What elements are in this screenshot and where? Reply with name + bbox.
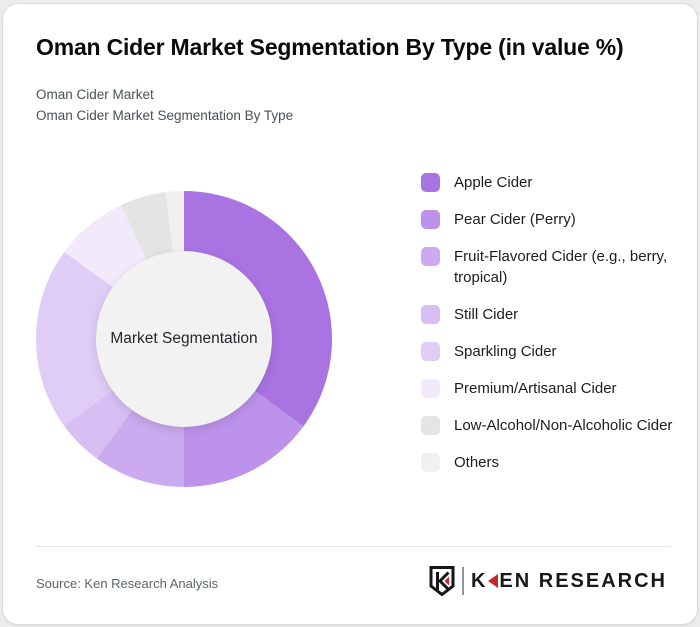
legend-label: Others	[454, 454, 500, 471]
donut-center: Market Segmentation	[96, 251, 272, 427]
legend-swatch-icon	[421, 453, 440, 472]
logo-rest: EN RESEARCH	[499, 569, 667, 592]
legend-label: Sparkling Cider	[454, 343, 557, 360]
red-triangle-icon	[488, 574, 499, 588]
infographic-card: Oman Cider Market Segmentation By Type (…	[2, 3, 698, 625]
chart-legend: Apple Cider Pear Cider (Perry) Fruit-Flavo…	[421, 172, 675, 473]
legend-item: Fruit-Flavored Cider (e.g., berry, tropi…	[421, 246, 675, 288]
legend-swatch-icon	[421, 210, 440, 229]
legend-swatch-icon	[421, 173, 440, 192]
legend-item: Sparkling Cider	[421, 341, 675, 362]
subtitle-line-2: Oman Cider Market Segmentation By Type	[36, 108, 294, 123]
legend-swatch-icon	[421, 342, 440, 361]
legend-label: Premium/Artisanal Cider	[454, 380, 617, 397]
legend-item: Low-Alcohol/Non-Alcoholic Cider	[421, 415, 675, 436]
logo-letter-k: K	[470, 569, 488, 592]
ken-research-logo: K EN RESEARCH	[429, 566, 667, 596]
legend-label: Still Cider	[454, 306, 519, 323]
legend-item: Still Cider	[421, 304, 675, 325]
legend-item: Others	[421, 452, 675, 473]
subtitle-line-1: Oman Cider Market	[36, 87, 154, 102]
legend-item: Premium/Artisanal Cider	[421, 378, 675, 399]
ken-research-shield-icon	[429, 566, 455, 596]
legend-swatch-icon	[421, 379, 440, 398]
page-title: Oman Cider Market Segmentation By Type (…	[36, 34, 624, 60]
legend-swatch-icon	[421, 305, 440, 324]
logo-separator	[461, 567, 464, 595]
legend-swatch-icon	[421, 416, 440, 435]
donut-center-label: Market Segmentation	[110, 330, 258, 347]
legend-label: Pear Cider (Perry)	[454, 211, 576, 228]
legend-label: Apple Cider	[454, 174, 533, 191]
legend-item: Apple Cider	[421, 172, 675, 193]
legend-swatch-icon	[421, 247, 440, 266]
logo-text: K EN RESEARCH	[471, 570, 667, 593]
legend-label: Low-Alcohol/Non-Alcoholic Cider	[454, 417, 673, 434]
legend-label: Fruit-Flavored Cider (e.g., berry, tropi…	[454, 248, 668, 286]
legend-item: Pear Cider (Perry)	[421, 209, 675, 230]
source-text: Source: Ken Research Analysis	[36, 576, 219, 591]
footer-divider	[36, 546, 670, 547]
